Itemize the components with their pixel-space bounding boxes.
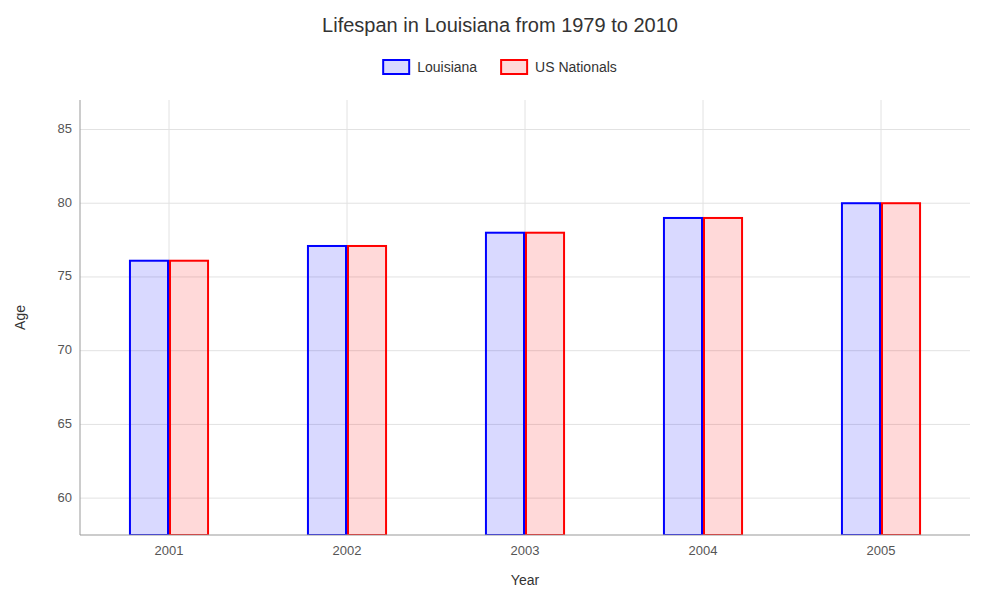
y-tick-label: 75 <box>58 268 72 283</box>
title: Lifespan in Louisiana from 1979 to 2010 <box>322 14 678 36</box>
x-tick-label: 2002 <box>333 543 362 558</box>
y-tick-label: 70 <box>58 342 72 357</box>
x-axis-title: Year <box>511 572 540 588</box>
bar <box>486 233 524 535</box>
legend-item: US Nationals <box>501 59 617 75</box>
x-tick-label: 2004 <box>689 543 718 558</box>
bar <box>664 218 702 535</box>
y-axis-title: Age <box>12 305 28 330</box>
bar <box>130 261 168 535</box>
bar <box>526 233 564 535</box>
bar <box>704 218 742 535</box>
x-axis-line <box>80 535 970 536</box>
grid <box>80 100 970 535</box>
chart-container: 60 65 70 75 80 85 2001 2002 2003 2004 2005 Year Age L… <box>0 0 1000 600</box>
legend-label: Louisiana <box>417 59 477 75</box>
bar <box>170 261 208 535</box>
x-tick-label: 2003 <box>511 543 540 558</box>
y-tick-label: 65 <box>58 416 72 431</box>
bar <box>882 203 920 535</box>
x-tick-label: 2001 <box>155 543 184 558</box>
bar <box>308 246 346 535</box>
legend: Louisiana US Nationals <box>383 59 617 75</box>
bars <box>130 203 920 535</box>
bar <box>348 246 386 535</box>
chart: 60 65 70 75 80 85 2001 2002 2003 2004 2005 Year Age L… <box>0 0 1000 600</box>
y-tick-label: 60 <box>58 490 72 505</box>
x-tick-label: 2005 <box>867 543 896 558</box>
legend-label: US Nationals <box>535 59 617 75</box>
legend-swatch <box>383 60 409 74</box>
legend-swatch <box>501 60 527 74</box>
y-tick-label: 80 <box>58 195 72 210</box>
y-tick-label: 85 <box>58 121 72 136</box>
y-axis-line <box>80 100 81 535</box>
bar <box>842 203 880 535</box>
legend-item: Louisiana <box>383 59 477 75</box>
axes: 60 65 70 75 80 85 2001 2002 2003 2004 2005 <box>58 100 970 558</box>
